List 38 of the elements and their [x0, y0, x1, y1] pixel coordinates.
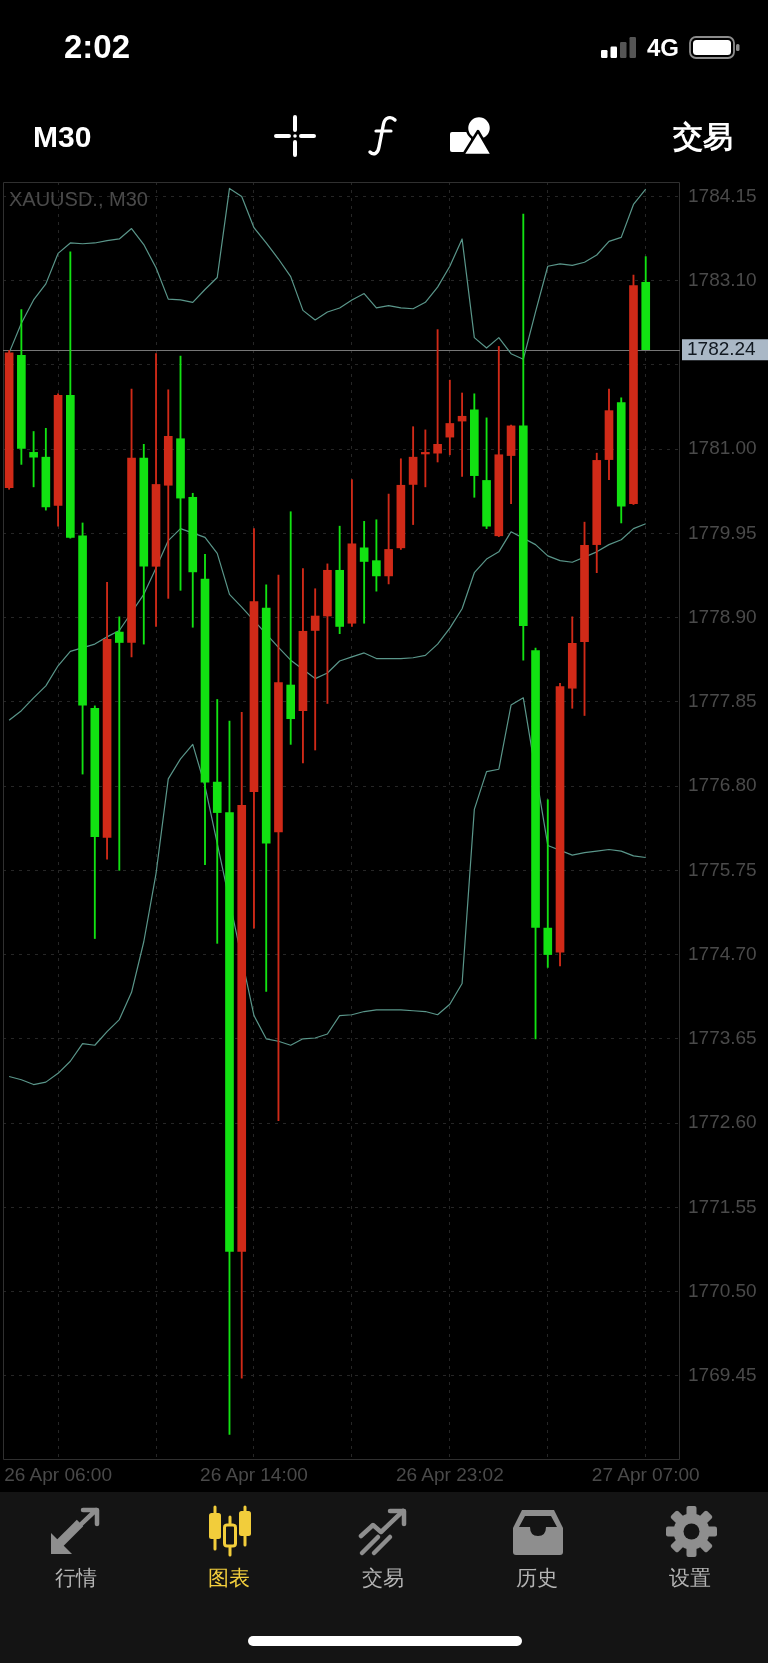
candlestick — [114, 616, 124, 871]
y-tick-label: 1771.55 — [688, 1195, 757, 1217]
y-tick-label: 1781.00 — [688, 437, 757, 459]
ref-line-label: 1782.24 — [687, 338, 757, 360]
text: 设置 — [669, 1566, 711, 1590]
text: 4G — [647, 33, 680, 62]
text: 图表 — [208, 1566, 250, 1590]
y-tick-label: 1783.10 — [688, 268, 757, 290]
chart-title: XAUUSD., M30 — [9, 187, 148, 210]
candlestick — [433, 329, 442, 463]
text: 2:02 — [64, 27, 131, 66]
y-tick-label: 1775.75 — [688, 858, 757, 880]
text: 交易 — [362, 1566, 404, 1590]
y-tick-label: 1773.65 — [688, 1027, 757, 1049]
x-tick-label: 26 Apr 06:00 — [4, 1463, 112, 1485]
candlestick — [286, 511, 296, 745]
text: 历史 — [516, 1566, 558, 1590]
y-tick-label: 1776.80 — [688, 774, 757, 796]
candlestick — [310, 588, 320, 751]
text: 交易 — [673, 119, 733, 153]
candlestick — [543, 799, 553, 968]
text: 行情 — [55, 1566, 97, 1590]
y-tick-label: 1784.15 — [688, 184, 757, 206]
x-tick-label: 26 Apr 14:00 — [200, 1463, 308, 1485]
y-tick-label: 1772.60 — [688, 1111, 757, 1133]
text: M30 — [33, 119, 92, 153]
y-tick-label: 1770.50 — [688, 1279, 757, 1301]
y-tick-label: 1777.85 — [688, 690, 757, 712]
y-tick-label: 1779.95 — [688, 521, 757, 543]
candlestick — [212, 699, 222, 944]
candlestick — [421, 429, 430, 488]
y-tick-label: 1778.90 — [688, 605, 757, 627]
candlestick — [29, 431, 38, 488]
x-tick-label: 27 Apr 07:00 — [591, 1463, 700, 1485]
x-tick-label: 26 Apr 23:02 — [395, 1463, 504, 1485]
y-tick-label: 1769.45 — [688, 1364, 757, 1385]
y-tick-label: 1774.70 — [688, 942, 757, 964]
candlestick — [359, 521, 369, 624]
